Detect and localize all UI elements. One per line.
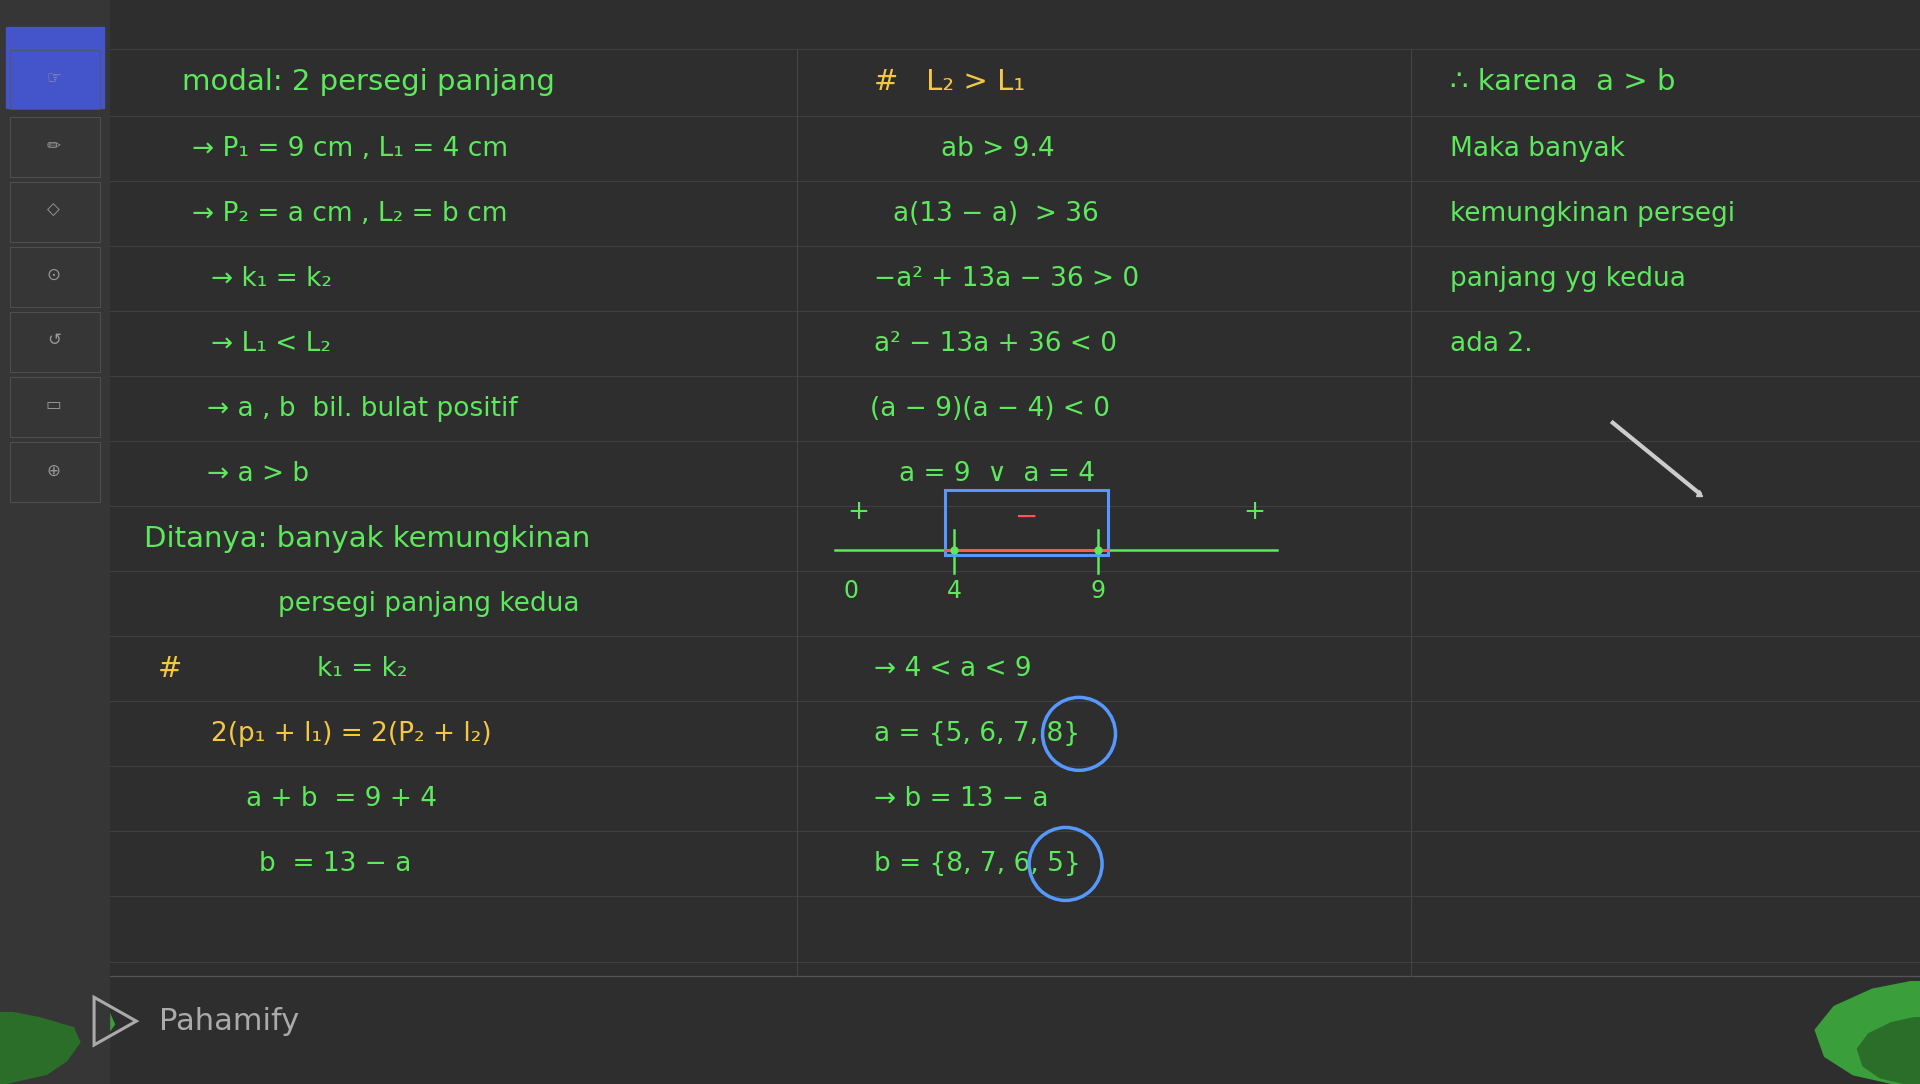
Polygon shape <box>0 1012 81 1084</box>
Text: 0: 0 <box>843 579 858 603</box>
Text: 4: 4 <box>947 579 962 603</box>
Text: a(13 − a)  > 36: a(13 − a) > 36 <box>893 201 1098 227</box>
Text: ✏: ✏ <box>46 137 61 154</box>
Text: Ditanya: banyak kemungkinan: Ditanya: banyak kemungkinan <box>144 525 589 553</box>
Text: ↺: ↺ <box>46 332 61 349</box>
Bar <box>10 247 100 307</box>
Bar <box>10 50 100 109</box>
Polygon shape <box>0 981 115 1084</box>
Text: Maka banyak: Maka banyak <box>1450 136 1624 162</box>
Text: → P₁ = 9 cm , L₁ = 4 cm: → P₁ = 9 cm , L₁ = 4 cm <box>192 136 509 162</box>
Bar <box>6 27 104 108</box>
Text: persegi panjang kedua: persegi panjang kedua <box>278 591 580 617</box>
Text: → P₂ = a cm , L₂ = b cm: → P₂ = a cm , L₂ = b cm <box>192 201 507 227</box>
Text: a = {5, 6, 7, 8}: a = {5, 6, 7, 8} <box>874 721 1079 747</box>
Bar <box>10 182 100 242</box>
Text: Pahamify: Pahamify <box>159 1007 300 1035</box>
Text: → b = 13 − a: → b = 13 − a <box>874 786 1048 812</box>
Bar <box>10 442 100 502</box>
Bar <box>0 0 109 1084</box>
Text: panjang yg kedua: panjang yg kedua <box>1450 266 1686 292</box>
Text: b  = 13 − a: b = 13 − a <box>259 851 411 877</box>
Text: a² − 13a + 36 < 0: a² − 13a + 36 < 0 <box>874 331 1117 357</box>
Bar <box>10 312 100 372</box>
Text: 2(p₁ + l₁) = 2(P₂ + l₂): 2(p₁ + l₁) = 2(P₂ + l₂) <box>211 721 492 747</box>
Text: ada 2.: ada 2. <box>1450 331 1532 357</box>
Text: ☞: ☞ <box>46 69 61 87</box>
Text: ⊕: ⊕ <box>46 462 61 479</box>
Polygon shape <box>1857 1017 1920 1084</box>
Text: +: + <box>847 499 870 525</box>
Text: → L₁ < L₂: → L₁ < L₂ <box>211 331 330 357</box>
Text: → a , b  bil. bulat positif: → a , b bil. bulat positif <box>207 396 518 422</box>
Bar <box>945 490 1108 555</box>
Text: #: # <box>157 655 182 683</box>
Text: modal: 2 persegi panjang: modal: 2 persegi panjang <box>182 68 555 96</box>
Text: ab > 9.4: ab > 9.4 <box>941 136 1054 162</box>
Text: b = {8, 7, 6, 5}: b = {8, 7, 6, 5} <box>874 851 1081 877</box>
Text: −a² + 13a − 36 > 0: −a² + 13a − 36 > 0 <box>874 266 1139 292</box>
Text: 9: 9 <box>1091 579 1106 603</box>
Bar <box>10 117 100 177</box>
Text: → k₁ = k₂: → k₁ = k₂ <box>211 266 332 292</box>
Bar <box>10 377 100 437</box>
Text: → 4 < a < 9: → 4 < a < 9 <box>874 656 1031 682</box>
Text: ◇: ◇ <box>48 202 60 219</box>
Polygon shape <box>1814 981 1920 1084</box>
Text: kemungkinan persegi: kemungkinan persegi <box>1450 201 1736 227</box>
Text: (a − 9)(a − 4) < 0: (a − 9)(a − 4) < 0 <box>870 396 1110 422</box>
Text: k₁ = k₂: k₁ = k₂ <box>317 656 407 682</box>
Text: a = 9  ∨  a = 4: a = 9 ∨ a = 4 <box>899 461 1094 487</box>
Text: #   L₂ > L₁: # L₂ > L₁ <box>874 68 1025 96</box>
Text: ▭: ▭ <box>46 397 61 414</box>
Text: ∴ karena  a > b: ∴ karena a > b <box>1450 68 1674 96</box>
Text: → a > b: → a > b <box>207 461 309 487</box>
Text: −: − <box>1014 503 1039 531</box>
Text: ⊙: ⊙ <box>46 267 61 284</box>
Text: +: + <box>1242 499 1265 525</box>
Text: a + b  = 9 + 4: a + b = 9 + 4 <box>246 786 436 812</box>
